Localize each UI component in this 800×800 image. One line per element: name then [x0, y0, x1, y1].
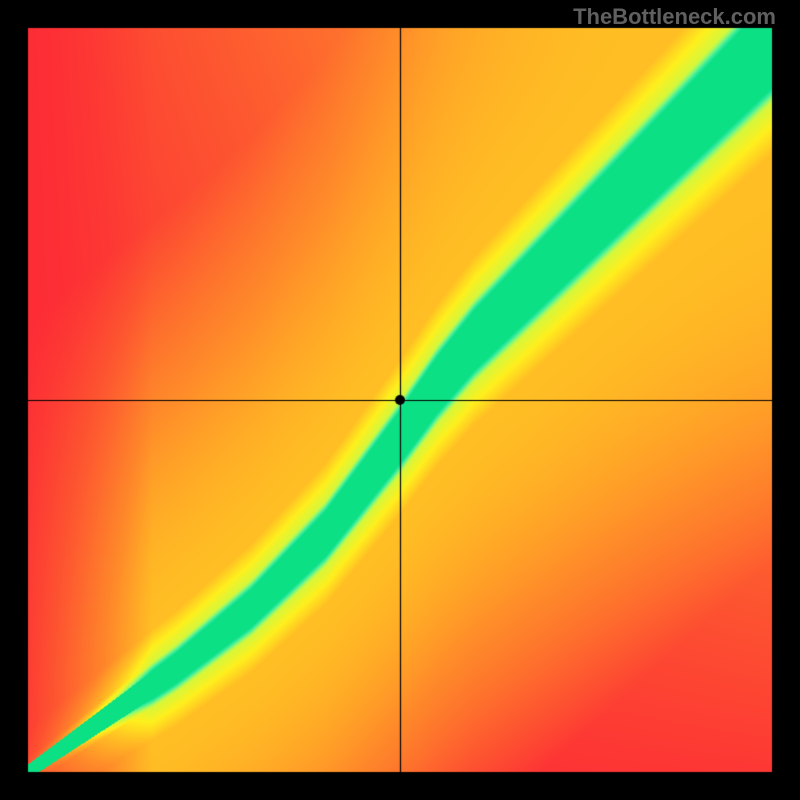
- watermark-text: TheBottleneck.com: [573, 4, 776, 30]
- heatmap-canvas: [0, 0, 800, 800]
- chart-container: TheBottleneck.com: [0, 0, 800, 800]
